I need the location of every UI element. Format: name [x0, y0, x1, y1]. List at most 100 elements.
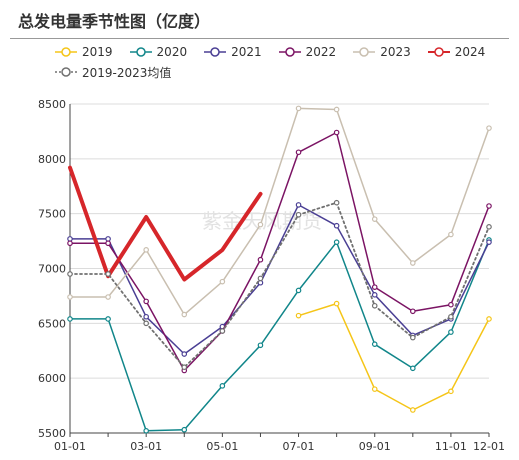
legend-item-2023[interactable]: 2023 — [353, 45, 411, 59]
legend-swatch-marker — [210, 47, 220, 57]
legend-item-2024[interactable]: 2024 — [427, 45, 486, 59]
data-point — [219, 328, 226, 334]
x-tick-label: 01-01 — [54, 440, 86, 453]
data-point — [105, 236, 111, 242]
legend-swatch-marker — [135, 47, 146, 57]
data-point — [219, 383, 226, 389]
axis-layer: 5500 6000 6500 7000 7500 8000 8500 01-01 03-01 05… — [38, 98, 505, 453]
series-2020 — [67, 237, 492, 434]
data-point — [257, 275, 264, 282]
data-point — [295, 149, 302, 156]
data-point — [410, 260, 416, 266]
data-point — [67, 236, 73, 242]
data-point — [371, 341, 378, 347]
series-2019 — [295, 300, 492, 413]
legend-item-2022[interactable]: 2022 — [278, 45, 336, 59]
legend-swatch-marker — [433, 47, 444, 57]
series-line — [68, 165, 263, 282]
data-point — [371, 292, 378, 298]
data-point — [410, 365, 416, 372]
x-tick-label: 09-01 — [359, 440, 391, 453]
data-point — [105, 271, 111, 277]
data-point — [333, 199, 340, 206]
data-point — [105, 240, 111, 247]
legend-item-2019[interactable]: 2019 — [55, 45, 113, 59]
legend-item-2021[interactable]: 2021 — [204, 45, 262, 59]
legend-swatch-icon — [55, 67, 77, 77]
data-point — [105, 316, 111, 322]
legend-item-average[interactable]: 2019-2023均值 — [55, 64, 171, 81]
x-tick-label: 05-01 — [206, 440, 238, 453]
data-point — [333, 239, 340, 245]
data-point — [371, 216, 378, 222]
data-point — [486, 203, 492, 209]
data-point — [67, 271, 73, 277]
series-2024 — [68, 165, 263, 282]
data-point — [371, 386, 378, 392]
data-point — [333, 129, 340, 136]
legend-label: 2023 — [380, 45, 411, 59]
chart-legend: 2019 2020 2021 2022 2023 2024 2019-2023均… — [55, 42, 515, 82]
y-tick-label: 5500 — [38, 427, 66, 440]
data-point — [67, 240, 73, 247]
grid-layer — [70, 103, 489, 434]
data-point — [448, 313, 454, 320]
data-point — [219, 278, 226, 285]
legend-swatch-icon — [129, 47, 152, 57]
data-point — [448, 231, 454, 238]
data-point — [371, 302, 378, 309]
y-tick-label: 7000 — [38, 263, 66, 276]
data-point — [486, 316, 492, 322]
legend-label: 2024 — [454, 45, 486, 59]
data-point — [105, 294, 111, 300]
legend-swatch-icon — [55, 47, 77, 57]
data-point — [257, 342, 264, 349]
chart-title: 总发电量季节性图（亿度） — [18, 12, 211, 31]
series-line — [69, 239, 490, 432]
series-line — [69, 107, 490, 316]
legend-label: 2019-2023均值 — [82, 65, 172, 80]
data-point — [448, 301, 454, 308]
legend-row-2: 2019-2023均值 — [55, 62, 515, 82]
data-point — [181, 364, 188, 371]
legend-swatch-marker — [359, 47, 369, 57]
data-point — [448, 329, 454, 335]
data-point — [486, 224, 492, 230]
legend-label: 2020 — [156, 45, 188, 59]
data-point — [486, 239, 492, 245]
title-divider — [10, 38, 509, 39]
data-point — [486, 125, 492, 131]
x-tick-label: 12-01 — [473, 440, 505, 453]
series-line — [69, 131, 490, 372]
data-point — [257, 279, 264, 286]
data-point — [257, 256, 264, 263]
legend-swatch-icon — [204, 47, 227, 57]
y-tick-label: 7500 — [38, 208, 66, 221]
x-tick-label: 03-01 — [130, 440, 162, 453]
data-point — [143, 313, 149, 320]
data-point — [67, 316, 73, 322]
series-2019-2023均值 — [67, 199, 492, 371]
data-point — [257, 221, 264, 228]
series-line — [69, 201, 490, 369]
legend-row-1: 2019 2020 2021 2022 2023 2024 — [55, 42, 515, 62]
data-point — [410, 334, 416, 341]
data-point — [295, 312, 302, 319]
data-point — [448, 388, 454, 395]
data-point — [181, 426, 188, 433]
data-point — [371, 284, 378, 290]
data-point — [143, 298, 149, 305]
data-point — [333, 300, 340, 307]
legend-item-2020[interactable]: 2020 — [129, 45, 188, 59]
data-point — [410, 308, 416, 315]
y-tick-label: 6000 — [38, 372, 66, 385]
legend-swatch-icon — [353, 47, 376, 57]
data-point — [181, 311, 188, 318]
series-line — [297, 302, 490, 411]
legend-swatch-marker — [284, 47, 295, 57]
data-point — [295, 105, 302, 112]
data-point — [143, 428, 149, 434]
legend-swatch-icon — [278, 47, 301, 57]
legend-swatch-marker — [61, 67, 71, 77]
